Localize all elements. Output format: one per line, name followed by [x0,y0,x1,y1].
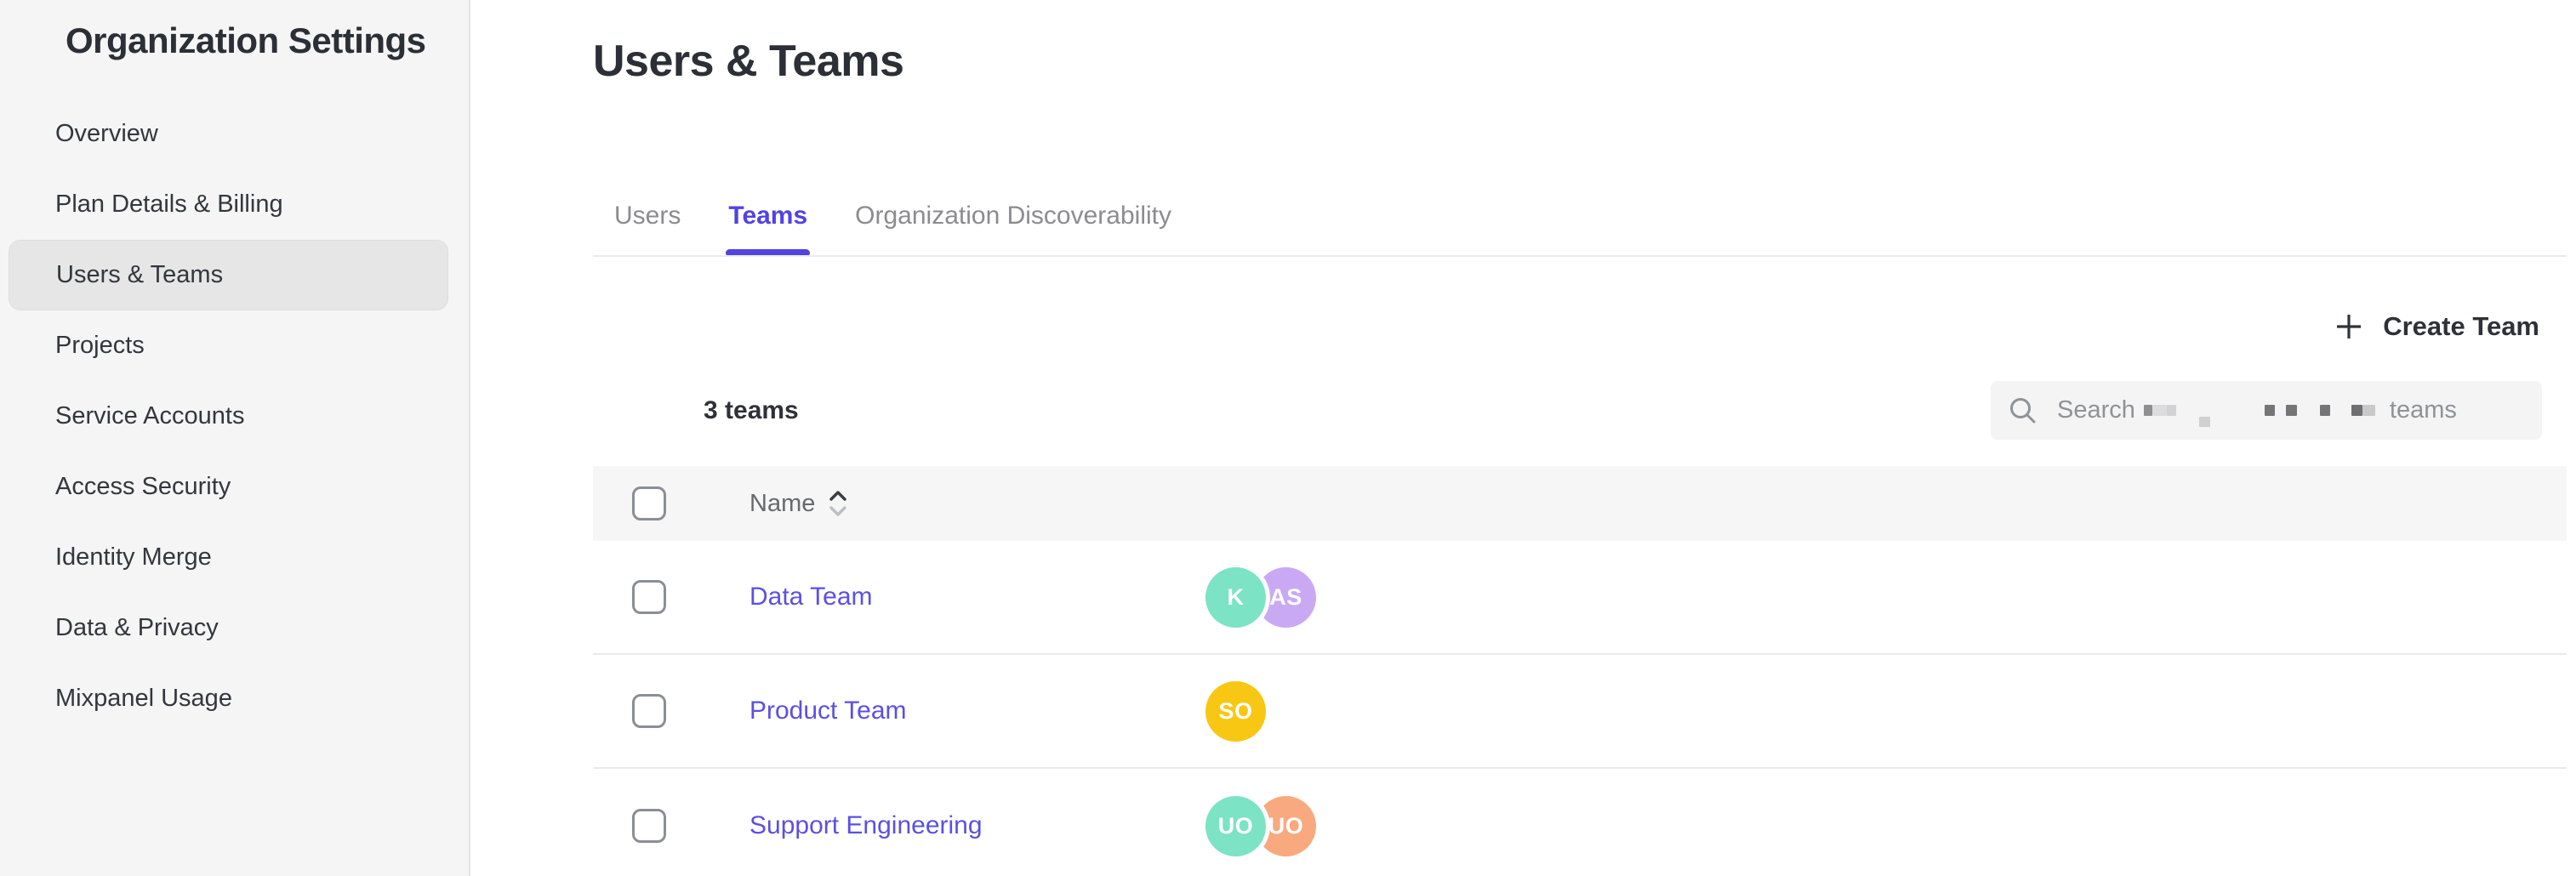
sidebar-item-label: Projects [55,332,145,359]
tab-users[interactable]: Users [614,201,681,230]
tab-bar-divider [593,255,2567,257]
search-placeholder-text: Search [2057,396,2135,424]
redacted-block [2362,405,2375,416]
create-team-label: Create Team [2383,311,2539,341]
redacted-block [2319,405,2330,416]
redacted-block [2198,416,2210,427]
search-placeholder-text: teams [2389,396,2457,424]
table-body: Data Team K AS Product Team SO Support Engine… [593,541,2567,876]
member-avatar-stack: UO UO [1205,795,1316,856]
redacted-block [2351,405,2362,416]
row-checkbox[interactable] [632,809,666,843]
team-name-link[interactable]: Support Engineering [749,811,983,839]
sidebar: Organization Settings Overview Plan Detai… [0,0,470,876]
search-placeholder: Search teams [2057,396,2457,427]
redacted-block [2285,405,2297,416]
member-avatar: K [1205,566,1266,628]
search-teams-input[interactable]: Search teams [1991,381,2542,440]
table-row-support-engineering: Support Engineering UO UO [593,769,2567,876]
tab-teams[interactable]: Teams [726,174,810,257]
search-icon [2008,395,2038,426]
sidebar-item-label: Mixpanel Usage [55,685,232,712]
sidebar-item-label: Users & Teams [56,261,224,288]
row-checkbox[interactable] [632,580,666,614]
create-team-button[interactable]: Create Team [2334,299,2539,354]
name-column-header[interactable]: Name [749,489,816,517]
sidebar-item-label: Identity Merge [55,543,212,571]
sidebar-nav: Overview Plan Details & Billing Users & Te… [0,99,467,734]
tab-organization-discoverability[interactable]: Organization Discoverability [855,201,1171,230]
sidebar-item-label: Service Accounts [55,402,245,429]
team-name-link[interactable]: Product Team [749,697,907,725]
sidebar-item-mixpanel-usage[interactable]: Mixpanel Usage [9,663,448,734]
member-avatar-stack: K AS [1205,566,1316,628]
row-checkbox[interactable] [632,694,666,728]
team-name-link[interactable]: Data Team [749,583,873,611]
main-content: Users & Teams Users Teams Organization Dis… [470,0,2576,876]
redacted-block [2166,405,2176,416]
tab-bar: Users Teams Organization Discoverability [614,174,1171,257]
sidebar-item-plan-details-billing[interactable]: Plan Details & Billing [9,169,448,240]
sidebar-item-label: Plan Details & Billing [55,191,283,218]
redacted-block [2143,405,2152,416]
sidebar-title: Organization Settings [66,20,426,60]
redacted-block [2264,405,2275,416]
member-avatar: SO [1205,680,1266,742]
table-header-row: Name [593,466,2567,541]
table-row-product-team: Product Team SO [593,655,2567,769]
teams-table: Name Data Team K AS Product Team SO Support E… [593,466,2567,876]
redacted-block [2151,405,2167,416]
sidebar-item-data-privacy[interactable]: Data & Privacy [9,593,448,663]
sidebar-item-label: Overview [55,120,158,147]
page-title: Users & Teams [593,37,904,86]
sidebar-item-identity-merge[interactable]: Identity Merge [9,522,448,593]
member-avatar-stack: SO [1205,680,1266,742]
table-row-data-team: Data Team K AS [593,541,2567,655]
teams-count: 3 teams [704,396,799,424]
member-avatar: UO [1205,795,1266,856]
sidebar-item-users-teams[interactable]: Users & Teams [9,240,448,310]
sidebar-item-overview[interactable]: Overview [9,99,448,169]
sidebar-item-label: Access Security [55,473,231,500]
sidebar-item-service-accounts[interactable]: Service Accounts [9,381,448,452]
sidebar-item-access-security[interactable]: Access Security [9,452,448,522]
plus-icon [2334,311,2364,342]
sidebar-item-label: Data & Privacy [55,614,219,641]
sort-asc-icon[interactable] [827,486,849,521]
sidebar-item-projects[interactable]: Projects [9,310,448,381]
select-all-checkbox[interactable] [632,486,666,520]
